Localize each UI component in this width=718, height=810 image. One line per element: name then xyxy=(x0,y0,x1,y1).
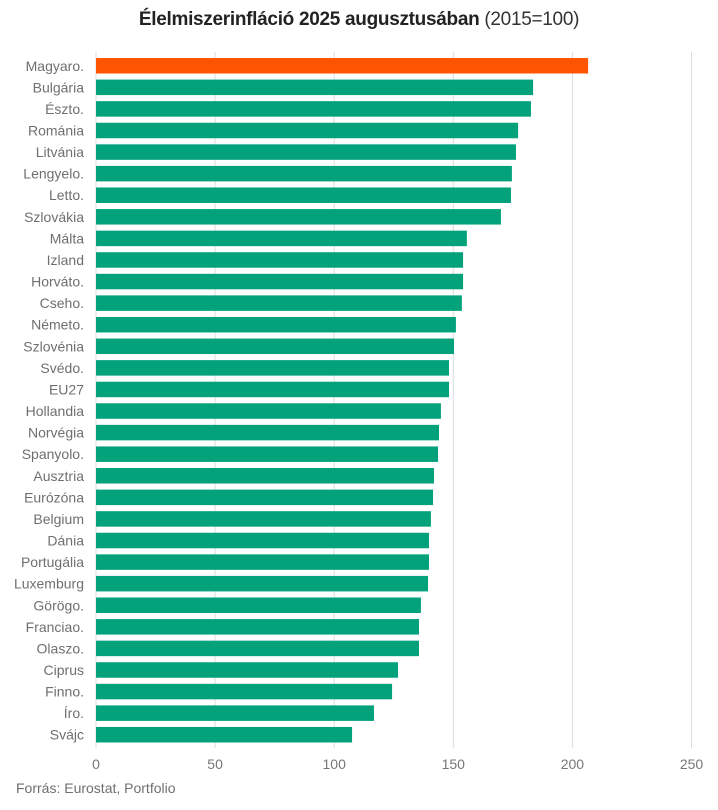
bar xyxy=(96,252,464,268)
category-label: Letto. xyxy=(49,187,84,203)
bar xyxy=(96,705,374,721)
category-label: Lengyelo. xyxy=(23,166,84,182)
category-label: Portugália xyxy=(21,554,84,570)
category-labels: Magyaro. Bulgária Észto. Románia Litvánia Len… xyxy=(14,58,84,743)
x-tick-label: 200 xyxy=(561,756,585,772)
category-label: Finno. xyxy=(45,684,84,700)
category-label: Litvánia xyxy=(36,144,84,160)
bar xyxy=(96,209,501,225)
bar xyxy=(96,165,512,182)
category-label: Ciprus xyxy=(44,662,84,678)
category-label: Cseho. xyxy=(40,295,84,311)
x-tick-label: 50 xyxy=(207,756,223,772)
bar xyxy=(96,597,421,613)
category-label: Magyaro. xyxy=(26,58,84,74)
bar xyxy=(96,58,589,74)
category-label: Spanyolo. xyxy=(22,446,84,462)
chart-title: Élelmiszerinfláció 2025 augusztusában (2… xyxy=(0,9,718,31)
category-label: Svédo. xyxy=(40,360,84,376)
chart-title-subtitle: (2015=100) xyxy=(484,9,580,30)
bar xyxy=(96,230,467,247)
bar xyxy=(96,640,419,657)
bar xyxy=(96,187,511,203)
bars xyxy=(96,58,589,743)
category-label: Görögo. xyxy=(33,597,84,613)
x-tick-label: 100 xyxy=(323,756,347,772)
bar xyxy=(96,273,464,290)
category-label: Svájc xyxy=(50,727,84,743)
bar xyxy=(96,532,430,549)
category-label: Franciao. xyxy=(26,619,84,635)
bar xyxy=(96,295,462,311)
category-label: Izland xyxy=(47,252,84,268)
category-label: Bulgária xyxy=(33,79,85,95)
bar xyxy=(96,424,440,441)
category-label: Eurózóna xyxy=(24,489,84,505)
category-label: Észto. xyxy=(45,101,84,117)
bar xyxy=(96,683,393,700)
bar xyxy=(96,468,435,484)
bar xyxy=(96,360,450,376)
category-label: Szlovákia xyxy=(24,209,84,225)
bar xyxy=(96,122,519,139)
bar xyxy=(96,403,441,419)
bar xyxy=(96,381,450,398)
bar xyxy=(96,575,429,592)
category-label: Németo. xyxy=(31,317,84,333)
chart-title-main: Élelmiszerinfláció 2025 augusztusában xyxy=(138,9,480,30)
bar xyxy=(96,511,431,527)
category-label: Málta xyxy=(50,230,84,246)
category-label: Norvégia xyxy=(28,425,84,441)
category-label: Szlovénia xyxy=(23,338,84,354)
x-tick-label: 150 xyxy=(442,756,466,772)
category-label: Románia xyxy=(28,122,84,138)
category-label: Olaszo. xyxy=(37,640,84,656)
category-label: Íro. xyxy=(64,705,84,721)
bar xyxy=(96,619,419,635)
bar xyxy=(96,554,430,570)
bar xyxy=(96,662,399,678)
category-label: Hollandia xyxy=(26,403,85,419)
bar xyxy=(96,338,455,355)
bar xyxy=(96,144,516,160)
category-label: Horváto. xyxy=(31,274,84,290)
x-tick-label: 250 xyxy=(680,756,704,772)
bar xyxy=(96,316,456,333)
bar xyxy=(96,446,439,462)
bar xyxy=(96,79,534,96)
bar xyxy=(96,489,434,506)
category-label: EU27 xyxy=(49,381,84,397)
category-label: Dánia xyxy=(47,533,84,549)
category-label: Luxemburg xyxy=(14,576,84,592)
category-label: Ausztria xyxy=(33,468,84,484)
x-axis-tick-labels: 0 50 100 150 200 250 xyxy=(92,756,703,772)
category-label: Belgium xyxy=(33,511,84,527)
bar xyxy=(96,726,353,743)
bar xyxy=(96,101,531,117)
x-tick-label: 0 xyxy=(92,756,100,772)
source-note: Forrás: Eurostat, Portfolio xyxy=(16,780,176,796)
